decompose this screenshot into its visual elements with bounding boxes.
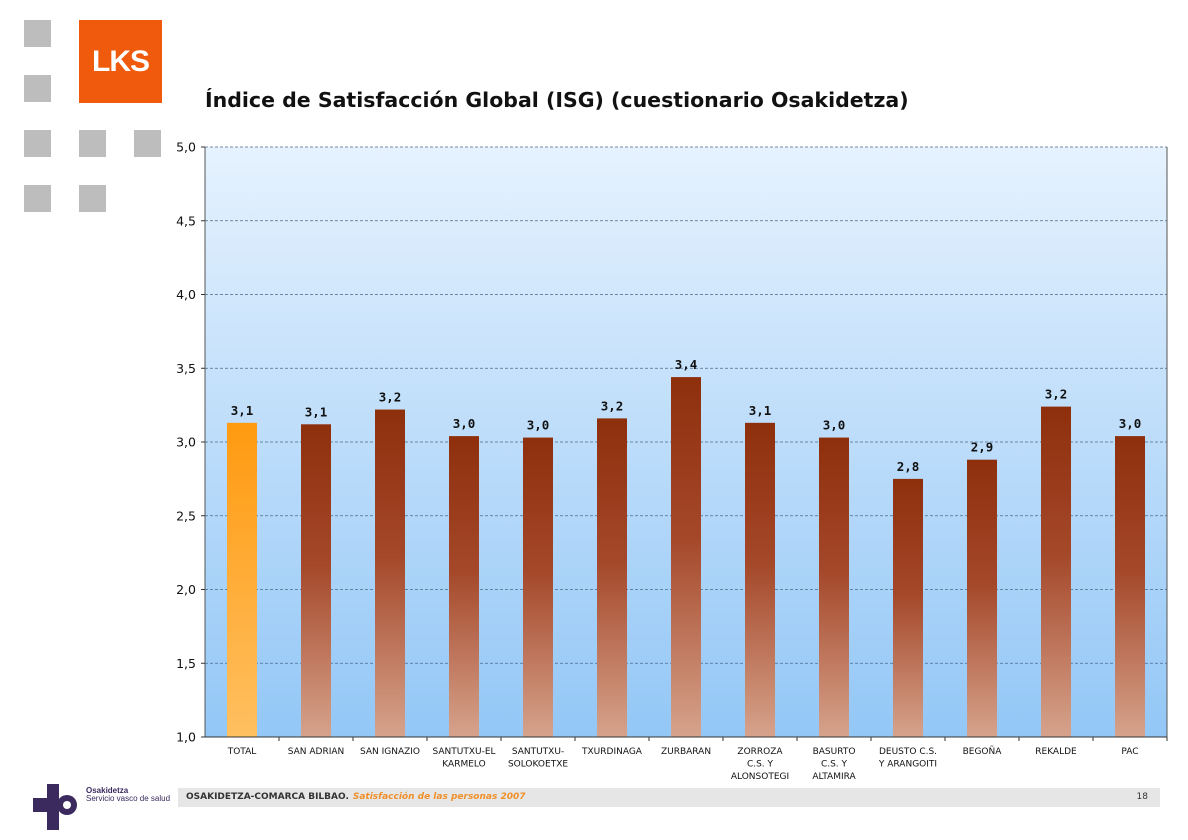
osakidetza-logo-text: Osakidetza Servicio vasco de salud: [86, 787, 170, 803]
decor-square: [79, 130, 106, 157]
bar: [375, 409, 405, 737]
y-tick-label: 3,0: [176, 435, 196, 450]
data-label: 3,0: [1119, 416, 1142, 431]
data-label: 3,1: [749, 403, 772, 418]
x-tick-label: PAC: [1121, 747, 1138, 757]
data-label: 3,2: [1045, 387, 1068, 402]
x-tick-label: ZORROZA C.S. Y ALONSOTEGI: [731, 747, 789, 782]
y-tick-label: 4,0: [176, 287, 196, 302]
x-tick-label: REKALDE: [1035, 747, 1077, 757]
bar: [449, 436, 479, 737]
bar: [597, 418, 627, 737]
decor-square: [79, 185, 106, 212]
data-label: 3,2: [601, 398, 624, 413]
y-tick-label: 4,5: [176, 213, 196, 228]
y-tick-label: 3,5: [176, 361, 196, 376]
footer-subtitle: Satisfacción de las personas 2007: [352, 792, 526, 802]
x-tick-label: SAN IGNAZIO: [360, 747, 420, 757]
x-tick-label: BASURTO C.S. Y ALTAMIRA: [812, 747, 856, 782]
bar: [893, 478, 923, 737]
y-tick-label: 2,0: [176, 582, 196, 597]
x-tick-label: TOTAL: [227, 747, 257, 757]
bar: [1041, 406, 1071, 737]
page-number: 18: [1136, 792, 1148, 802]
data-label: 3,0: [453, 416, 476, 431]
data-label: 3,4: [675, 357, 698, 372]
x-tick-label: BEGOÑA: [963, 746, 1003, 757]
bar: [1115, 436, 1145, 737]
x-tick-label: TXURDINAGA: [581, 747, 643, 757]
y-tick-label: 5,0: [176, 140, 196, 155]
x-tick-label: DEUSTO C.S. Y ARANGOITI: [878, 747, 937, 770]
decor-square: [24, 130, 51, 157]
decor-square: [24, 20, 51, 47]
x-tick-label: SANTUTXU-SOLOKOETXE: [508, 747, 568, 770]
y-tick-label: 2,5: [176, 508, 196, 523]
y-tick-label: 1,5: [176, 656, 196, 671]
osakidetza-name: Osakidetza: [86, 786, 129, 795]
bar: [671, 377, 701, 737]
decor-square: [24, 185, 51, 212]
data-label: 2,8: [897, 459, 920, 474]
decor-square: [134, 130, 161, 157]
decor-square: [24, 75, 51, 102]
y-tick-label: 1,0: [176, 730, 196, 745]
data-label: 3,2: [379, 390, 402, 405]
data-label: 2,9: [971, 440, 994, 455]
bar-chart: 1,0 1,5 2,0 2,5 3,0 3,5 4,0 4,5 5,0 3,1 TOTAL 3,1 S…: [176, 140, 1168, 782]
bar: [745, 422, 775, 737]
data-label: 3,0: [527, 418, 550, 433]
footer-bar: OSAKIDETZA-COMARCA BILBAO. Satisfacción d…: [178, 788, 1160, 807]
osakidetza-tagline: Servicio vasco de salud: [86, 794, 171, 803]
lks-logo: LKS: [79, 20, 162, 103]
x-tick-label: SAN ADRIAN: [288, 747, 345, 757]
data-label: 3,1: [305, 404, 328, 419]
page-title: Índice de Satisfacción Global (ISG) (cue…: [205, 88, 909, 112]
bar: [523, 437, 553, 737]
bar: [301, 424, 331, 737]
footer-org: OSAKIDETZA-COMARCA BILBAO.: [186, 792, 349, 802]
x-tick-label: SANTUTXU-EL KARMELO: [432, 747, 495, 770]
data-label: 3,1: [231, 403, 254, 418]
bar: [967, 459, 997, 737]
bar: [819, 437, 849, 737]
osakidetza-logo-icon: [33, 784, 77, 830]
footer-org-wrap: OSAKIDETZA-COMARCA BILBAO. Satisfacción d…: [186, 788, 526, 807]
data-label: 3,0: [823, 418, 846, 433]
bar: [227, 422, 257, 737]
x-tick-label: ZURBARAN: [661, 747, 711, 757]
